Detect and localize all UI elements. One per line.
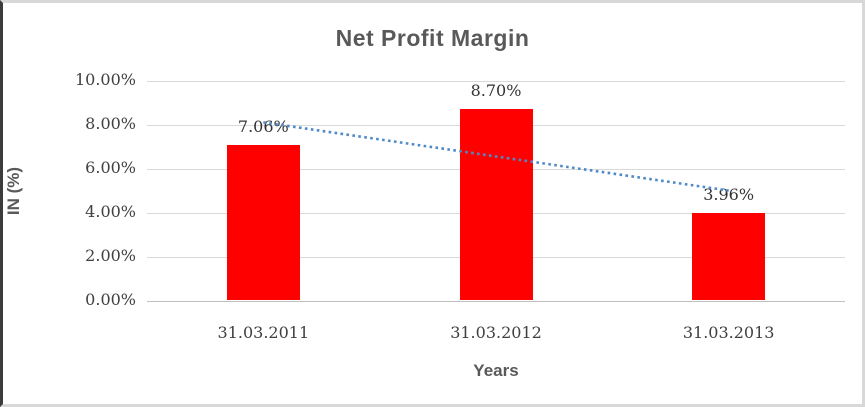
x-axis-tick-label: 31.03.2012 (450, 323, 542, 342)
x-axis-title: Years (473, 361, 519, 380)
bar (692, 213, 766, 301)
gridline (147, 80, 845, 82)
y-axis-tick-label: 4.00% (85, 202, 136, 221)
y-axis-tick-label: 0.00% (85, 290, 136, 309)
chart-title: Net Profit Margin (335, 25, 530, 51)
bar-value-label: 3.96% (703, 185, 755, 205)
bar-value-label: 7.06% (237, 117, 289, 137)
x-axis-tick-label: 31.03.2011 (217, 323, 310, 342)
y-axis-tick-label: 6.00% (85, 158, 136, 177)
y-axis-title: IN (%) (4, 166, 23, 216)
bar (459, 109, 533, 301)
y-axis-tick-label: 8.00% (85, 114, 136, 133)
bar (226, 145, 300, 301)
x-axis-tick-label: 31.03.2013 (682, 323, 775, 342)
bar-value-label: 8.70% (470, 81, 522, 101)
gridline (147, 300, 845, 302)
y-axis-tick-label: 2.00% (85, 246, 136, 265)
y-axis-tick-label: 10.00% (74, 70, 136, 89)
